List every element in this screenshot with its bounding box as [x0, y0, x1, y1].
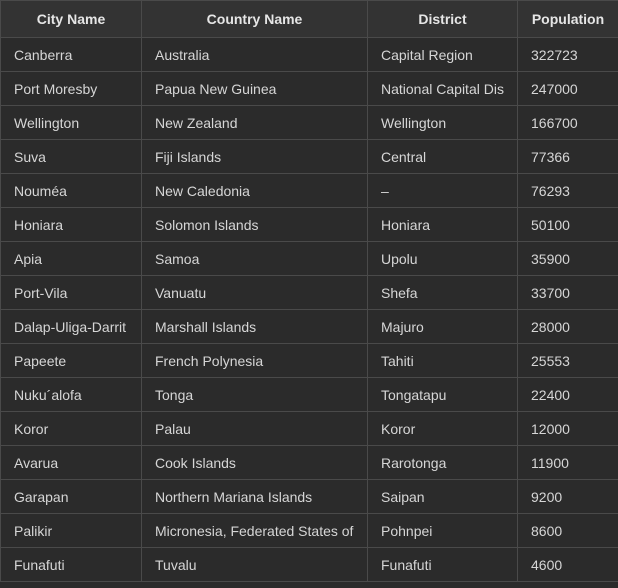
district-cell: Funafuti [367, 547, 518, 582]
district-cell: – [367, 173, 518, 208]
district-cell: Rarotonga [367, 445, 518, 480]
population-cell: 4600 [517, 547, 618, 582]
district-cell: Tongatapu [367, 377, 518, 412]
district-cell: Majuro [367, 309, 518, 344]
country-name-cell: Papua New Guinea [141, 71, 368, 106]
population-cell: 50100 [517, 207, 618, 242]
city-name-cell: Port-Vila [0, 275, 142, 310]
column-header-city-name[interactable]: City Name [0, 0, 142, 38]
table-row[interactable]: Nouméa New Caledonia –76293 [0, 173, 618, 208]
district-cell: Shefa [367, 275, 518, 310]
population-cell: 33700 [517, 275, 618, 310]
city-name-cell: Canberra [0, 37, 142, 72]
table-row[interactable]: Suva Fiji Islands Central 77366 [0, 139, 618, 174]
district-cell: National Capital Dis [367, 71, 518, 106]
city-name-cell: Port Moresby [0, 71, 142, 106]
city-name-cell: Avarua [0, 445, 142, 480]
city-name-cell: Wellington [0, 105, 142, 140]
population-cell: 77366 [517, 139, 618, 174]
column-header-country-name[interactable]: Country Name [141, 0, 368, 38]
table-row[interactable]: Avarua Cook Islands Rarotonga 11900 [0, 445, 618, 480]
city-name-cell: Dalap-Uliga-Darrit [0, 309, 142, 344]
district-cell: Saipan [367, 479, 518, 514]
table-row[interactable]: Funafuti Tuvalu Funafuti 4600 [0, 547, 618, 582]
population-cell: 35900 [517, 241, 618, 276]
population-cell: 22400 [517, 377, 618, 412]
country-name-cell: Fiji Islands [141, 139, 368, 174]
table-row[interactable]: Wellington New Zealand Wellington 166700 [0, 105, 618, 140]
city-name-cell: Suva [0, 139, 142, 174]
city-name-cell: Garapan [0, 479, 142, 514]
country-name-cell: Vanuatu [141, 275, 368, 310]
population-cell: 28000 [517, 309, 618, 344]
district-cell: Pohnpei [367, 513, 518, 548]
country-name-cell: Micronesia, Federated States of [141, 513, 368, 548]
district-cell: Central [367, 139, 518, 174]
population-cell: 25553 [517, 343, 618, 378]
population-cell: 8600 [517, 513, 618, 548]
table-body: Canberra Australia Capital Region 322723 Por… [0, 37, 618, 582]
population-cell: 322723 [517, 37, 618, 72]
country-name-cell: Tuvalu [141, 547, 368, 582]
city-name-cell: Funafuti [0, 547, 142, 582]
city-name-cell: Koror [0, 411, 142, 446]
table-row[interactable]: Garapan Northern Mariana Islands Saipan 920… [0, 479, 618, 514]
header-row: City Name Country Name District Populati… [0, 0, 618, 38]
district-cell: Koror [367, 411, 518, 446]
district-cell: Capital Region [367, 37, 518, 72]
country-name-cell: Palau [141, 411, 368, 446]
population-cell: 76293 [517, 173, 618, 208]
table-row[interactable]: Dalap-Uliga-Darrit Marshall Islands Majuro… [0, 309, 618, 344]
country-name-cell: Solomon Islands [141, 207, 368, 242]
table-row[interactable]: Port-Vila Vanuatu Shefa 33700 [0, 275, 618, 310]
population-cell: 166700 [517, 105, 618, 140]
country-name-cell: Australia [141, 37, 368, 72]
table-row[interactable]: Palikir Micronesia, Federated States of Po… [0, 513, 618, 548]
city-name-cell: Honiara [0, 207, 142, 242]
column-header-district[interactable]: District [367, 0, 518, 38]
table-row[interactable]: Nuku´alofa Tonga Tongatapu 22400 [0, 377, 618, 412]
country-name-cell: New Caledonia [141, 173, 368, 208]
district-cell: Upolu [367, 241, 518, 276]
table-row[interactable]: Papeete French Polynesia Tahiti 25553 [0, 343, 618, 378]
country-name-cell: Cook Islands [141, 445, 368, 480]
table-row[interactable]: Apia Samoa Upolu 35900 [0, 241, 618, 276]
column-header-population[interactable]: Population [517, 0, 618, 38]
city-name-cell: Nuku´alofa [0, 377, 142, 412]
country-name-cell: Marshall Islands [141, 309, 368, 344]
table-row[interactable]: Honiara Solomon Islands Honiara 50100 [0, 207, 618, 242]
country-name-cell: Tonga [141, 377, 368, 412]
country-name-cell: Samoa [141, 241, 368, 276]
district-cell: Tahiti [367, 343, 518, 378]
district-cell: Wellington [367, 105, 518, 140]
population-cell: 11900 [517, 445, 618, 480]
city-name-cell: Papeete [0, 343, 142, 378]
city-name-cell: Palikir [0, 513, 142, 548]
table-row[interactable]: Koror Palau Koror 12000 [0, 411, 618, 446]
table-row[interactable]: Canberra Australia Capital Region 322723 [0, 37, 618, 72]
population-cell: 12000 [517, 411, 618, 446]
city-name-cell: Apia [0, 241, 142, 276]
city-name-cell: Nouméa [0, 173, 142, 208]
country-name-cell: Northern Mariana Islands [141, 479, 368, 514]
country-name-cell: New Zealand [141, 105, 368, 140]
district-cell: Honiara [367, 207, 518, 242]
table-row[interactable]: Port Moresby Papua New Guinea National Cap… [0, 71, 618, 106]
country-name-cell: French Polynesia [141, 343, 368, 378]
population-cell: 247000 [517, 71, 618, 106]
table-header: City Name Country Name District Populati… [0, 0, 618, 38]
population-cell: 9200 [517, 479, 618, 514]
